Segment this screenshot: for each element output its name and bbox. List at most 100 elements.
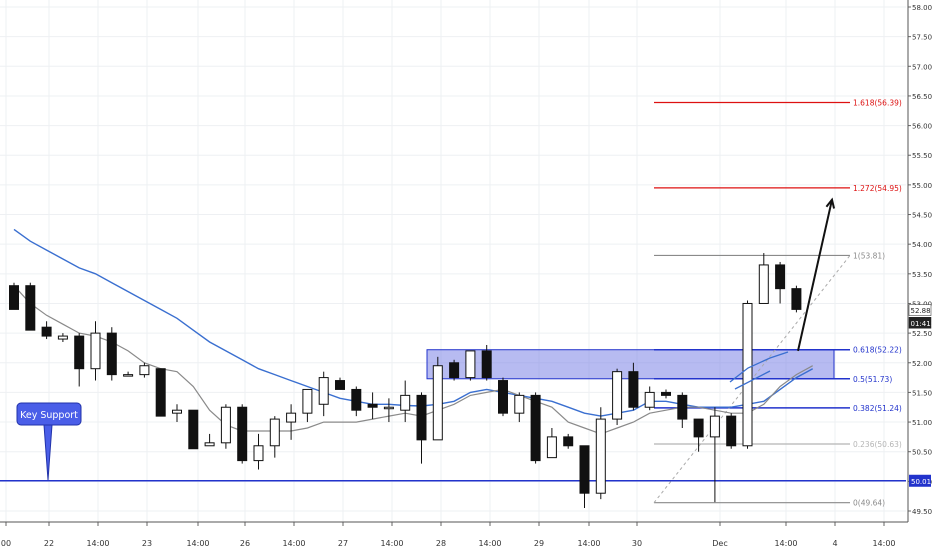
x-tick-label: 00 [1,539,11,548]
moving-average-line [14,229,813,416]
y-tick-label: 58.00 [912,4,932,12]
y-tick-label: 55.00 [912,182,932,190]
candle [91,321,100,380]
candle [173,404,182,422]
candle [531,392,540,463]
fib-level-label: 0(49.64) [853,499,885,508]
candle-body [107,333,116,375]
candle-body [645,392,654,407]
candle [596,407,605,499]
candle-body [384,407,393,409]
candle [10,283,19,310]
support-price-label: 50.01 [911,478,931,486]
y-tick-label: 56.00 [912,123,932,131]
candle [580,446,589,508]
x-tick-label: 23 [142,539,152,548]
y-tick-label: 57.50 [912,34,932,42]
candle-body [303,389,312,413]
candle [450,360,459,381]
fib-level-label: 0.382(51.24) [853,404,902,413]
candle-body [776,265,785,289]
candle [433,357,442,440]
x-tick-label: 14:00 [478,539,501,548]
candle-body [221,407,230,443]
candle-body [270,419,279,446]
y-tick-label: 51.50 [912,389,932,397]
candle-body [368,404,377,407]
candle-body [140,366,149,375]
price-tag-label: 01:41:5 [911,320,932,328]
x-tick-label: 14:00 [872,539,895,548]
y-tick-label: 50.50 [912,449,932,457]
candle-body [433,366,442,440]
key-support-label: Key Support [20,410,78,421]
candle [124,372,133,376]
candle [417,392,426,463]
candle-body [26,286,35,330]
candle-body [678,395,687,419]
candle-body [42,327,51,336]
candle-body [417,395,426,439]
candle [466,351,475,381]
y-tick-label: 57.00 [912,63,932,71]
y-tick-label: 51.00 [912,419,932,427]
candle [792,286,801,313]
candle-body [58,336,67,339]
candle-body [75,336,84,369]
candle [368,392,377,419]
fib-level-label: 1(53.81) [853,251,885,260]
candle [547,428,556,458]
fib-level-label: 0.618(52.22) [853,346,902,355]
y-tick-label: 49.50 [912,508,932,516]
fib-level-label: 0.236(50.63) [853,440,902,449]
candle-body [91,333,100,369]
candle-body [743,303,752,445]
candle [613,369,622,425]
x-tick-label: 14:00 [282,539,305,548]
candle [189,410,198,449]
candle-body [727,416,736,446]
candle-body [124,375,133,377]
fib-level-label: 1.618(56.39) [853,98,902,107]
candle [205,434,214,446]
candle-body [238,407,247,460]
candle-body [205,443,214,446]
candle [662,389,671,398]
candle-body [710,416,719,437]
candle [58,333,67,342]
candle [727,413,736,449]
candle-body [662,392,671,395]
x-tick-label: 28 [436,539,446,548]
candle [26,283,35,330]
y-tick-label: 55.50 [912,152,932,160]
x-tick-label: 22 [44,539,54,548]
x-tick-label: 14:00 [774,539,797,548]
candle-body [547,437,556,458]
x-tick-label: 26 [240,539,250,548]
candle [515,392,524,422]
candle-body [694,419,703,437]
moving-averages [14,229,813,434]
y-tick-label: 54.50 [912,212,932,220]
candle-body [580,446,589,493]
candle [352,386,361,416]
candle [140,363,149,378]
candle [759,253,768,303]
candle [499,378,508,417]
candle [776,262,785,304]
candle [694,419,703,452]
candle-body [515,395,524,413]
candle [75,333,84,386]
candle-body [10,286,19,310]
candle-body [629,372,638,408]
x-tick-label: 4 [832,539,837,548]
candle [238,404,247,463]
candle [401,381,410,423]
candle-body [401,395,410,410]
candle [303,389,312,422]
x-tick-label: 14:00 [380,539,403,548]
candle-body [531,395,540,460]
candle-body [352,389,361,410]
projection-arrow [798,200,832,351]
